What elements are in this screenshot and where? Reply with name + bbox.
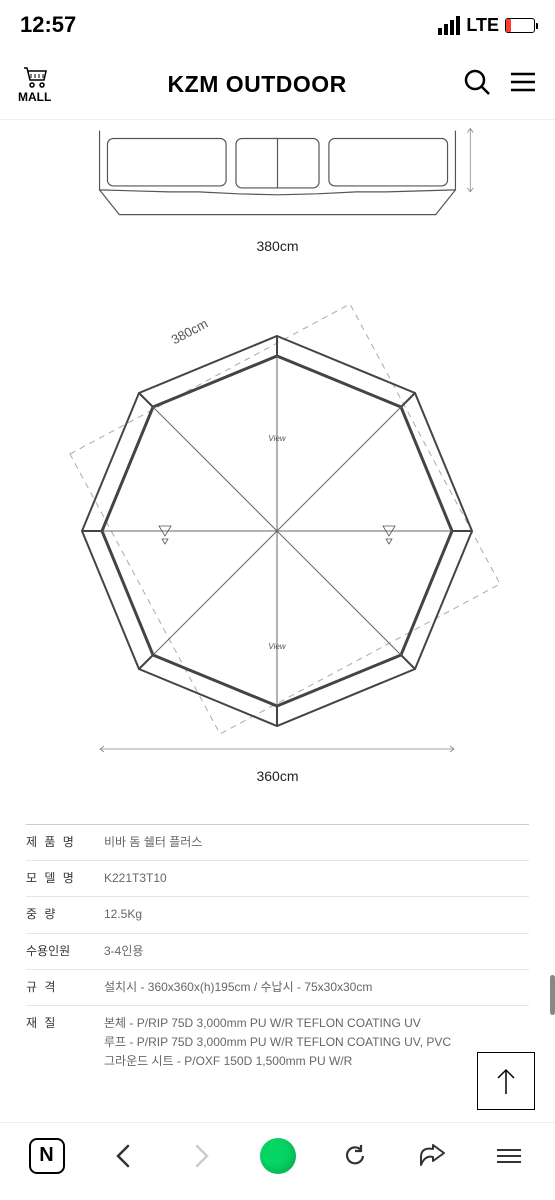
spec-row: 제 품 명비바 돔 쉘터 플러스 [26, 824, 529, 860]
app-header: MALL KZM OUTDOOR [0, 50, 555, 120]
nav-share-button[interactable] [410, 1134, 454, 1178]
nav-center-button[interactable] [256, 1134, 300, 1178]
nav-home-button[interactable]: N [25, 1134, 69, 1178]
svg-text:View: View [268, 642, 286, 651]
bottom-nav: N [0, 1122, 555, 1200]
scroll-top-button[interactable] [477, 1052, 535, 1110]
status-time: 12:57 [20, 12, 76, 38]
scrollbar[interactable] [550, 845, 555, 1070]
share-icon [417, 1143, 447, 1169]
spec-row: 중 량12.5Kg [26, 896, 529, 932]
status-right: LTE [438, 15, 535, 36]
arrow-up-icon [494, 1066, 518, 1096]
chevron-left-icon [111, 1143, 137, 1169]
cart-icon [22, 66, 48, 88]
nav-back-button[interactable] [102, 1134, 146, 1178]
page-title: KZM OUTDOOR [168, 71, 347, 98]
spec-label: 모 델 명 [26, 869, 104, 888]
battery-icon [505, 18, 535, 33]
spec-row: 수용인원3-4인용 [26, 933, 529, 969]
nav-forward-button[interactable] [179, 1134, 223, 1178]
refresh-icon [341, 1142, 369, 1170]
spec-row: 규 격설치시 - 360x360x(h)195cm / 수납시 - 75x30x… [26, 969, 529, 1005]
spec-value: 12.5Kg [104, 905, 529, 924]
menu-button[interactable] [509, 71, 537, 98]
search-icon [463, 68, 491, 96]
mall-button[interactable]: MALL [18, 66, 51, 104]
product-content: 380cm 380cm [0, 120, 555, 1070]
hamburger-icon [509, 71, 537, 93]
spec-value: K221T3T10 [104, 869, 529, 888]
spec-row: 재 질본체 - P/RIP 75D 3,000mm PU W/R TEFLON … [26, 1005, 529, 1070]
chevron-right-icon [188, 1143, 214, 1169]
mall-label: MALL [18, 90, 51, 104]
tent-side-diagram [60, 120, 495, 240]
n-logo-icon: N [29, 1138, 65, 1174]
side-width-label: 380cm [0, 238, 555, 254]
nav-refresh-button[interactable] [333, 1134, 377, 1178]
nav-tabs-button[interactable] [487, 1134, 531, 1178]
network-label: LTE [466, 15, 499, 36]
spec-label: 수용인원 [26, 942, 104, 961]
tent-top-diagram: 380cm [40, 294, 515, 774]
spec-value: 비바 돔 쉘터 플러스 [104, 833, 529, 852]
spec-label: 재 질 [26, 1014, 104, 1070]
status-bar: 12:57 LTE [0, 0, 555, 50]
spec-label: 규 격 [26, 978, 104, 997]
signal-icon [438, 16, 460, 35]
spec-label: 제 품 명 [26, 833, 104, 852]
svg-text:View: View [268, 434, 286, 443]
spec-value: 본체 - P/RIP 75D 3,000mm PU W/R TEFLON COA… [104, 1014, 529, 1070]
spec-value: 3-4인용 [104, 942, 529, 961]
spec-value: 설치시 - 360x360x(h)195cm / 수납시 - 75x30x30c… [104, 978, 529, 997]
search-button[interactable] [463, 68, 491, 101]
horizontal-lines-icon [495, 1146, 523, 1166]
spec-label: 중 량 [26, 905, 104, 924]
spec-row: 모 델 명K221T3T10 [26, 860, 529, 896]
green-dot-icon [260, 1138, 296, 1174]
scrollbar-thumb[interactable] [550, 975, 555, 1015]
spec-table: 제 품 명비바 돔 쉘터 플러스모 델 명K221T3T10중 량12.5Kg수… [26, 824, 529, 1070]
